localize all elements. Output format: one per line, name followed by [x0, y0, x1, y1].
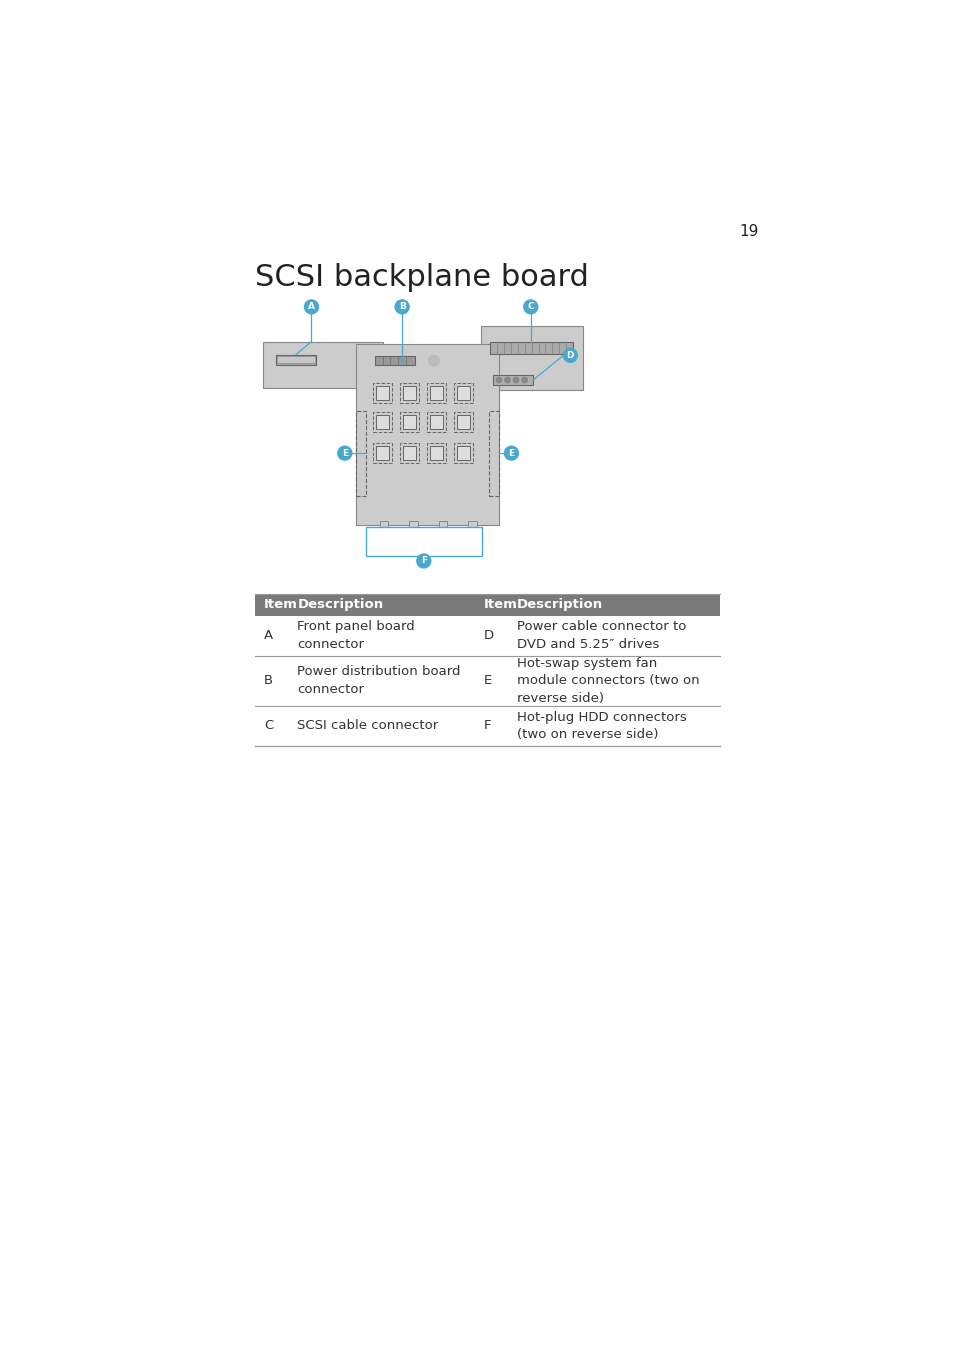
- Text: F: F: [483, 719, 491, 732]
- Bar: [375, 416, 389, 430]
- Circle shape: [337, 446, 352, 461]
- Bar: [480, 326, 582, 390]
- Text: C: C: [264, 719, 274, 732]
- Text: Front panel board
connector: Front panel board connector: [297, 620, 415, 651]
- Bar: [399, 412, 418, 432]
- Text: Hot-swap system fan
module connectors (two on
reverse side): Hot-swap system fan module connectors (t…: [517, 657, 699, 705]
- Bar: [402, 386, 416, 400]
- Circle shape: [513, 377, 518, 382]
- Bar: [409, 521, 417, 527]
- Text: Item: Item: [264, 598, 297, 612]
- Circle shape: [428, 355, 439, 366]
- Bar: [427, 412, 446, 432]
- Text: Power cable connector to
DVD and 5.25″ drives: Power cable connector to DVD and 5.25″ d…: [517, 620, 685, 651]
- Bar: [488, 411, 498, 496]
- Text: B: B: [264, 674, 273, 688]
- Bar: [356, 411, 366, 496]
- Bar: [254, 594, 720, 616]
- Text: SCSI cable connector: SCSI cable connector: [297, 719, 438, 732]
- Text: E: E: [508, 449, 514, 458]
- Bar: [375, 386, 389, 400]
- Bar: [373, 384, 392, 403]
- Text: Item: Item: [483, 598, 517, 612]
- Bar: [489, 342, 573, 354]
- Bar: [254, 655, 720, 705]
- Bar: [456, 446, 470, 461]
- Text: Hot-plug HDD connectors
(two on reverse side): Hot-plug HDD connectors (two on reverse …: [517, 711, 686, 740]
- Text: Description: Description: [517, 598, 602, 612]
- Bar: [375, 446, 389, 461]
- Bar: [379, 521, 388, 527]
- Text: A: A: [308, 303, 314, 311]
- Bar: [402, 416, 416, 430]
- Bar: [254, 705, 720, 746]
- Bar: [427, 443, 446, 463]
- Bar: [275, 354, 315, 365]
- Bar: [427, 384, 446, 403]
- Text: E: E: [341, 449, 348, 458]
- Bar: [399, 443, 418, 463]
- Bar: [438, 521, 447, 527]
- Bar: [373, 412, 392, 432]
- Text: D: D: [483, 630, 493, 642]
- Bar: [454, 384, 473, 403]
- Bar: [468, 521, 476, 527]
- Text: E: E: [483, 674, 491, 688]
- Bar: [365, 527, 481, 555]
- Bar: [430, 386, 443, 400]
- Circle shape: [304, 300, 318, 313]
- Text: Power distribution board
connector: Power distribution board connector: [297, 666, 460, 696]
- Text: Description: Description: [297, 598, 383, 612]
- Text: F: F: [420, 557, 426, 566]
- Bar: [456, 386, 470, 400]
- Circle shape: [562, 349, 577, 362]
- Circle shape: [504, 377, 510, 382]
- Text: 19: 19: [739, 224, 758, 239]
- Text: D: D: [566, 351, 574, 359]
- Bar: [277, 357, 314, 363]
- Bar: [430, 416, 443, 430]
- Bar: [399, 384, 418, 403]
- Bar: [254, 616, 720, 655]
- Circle shape: [395, 300, 409, 313]
- Circle shape: [521, 377, 527, 382]
- Bar: [430, 446, 443, 461]
- Text: B: B: [398, 303, 405, 311]
- Text: C: C: [527, 303, 534, 311]
- Circle shape: [504, 446, 517, 461]
- Bar: [454, 443, 473, 463]
- Text: SCSI backplane board: SCSI backplane board: [254, 263, 588, 292]
- Bar: [262, 342, 382, 388]
- Bar: [356, 345, 498, 524]
- Bar: [456, 416, 470, 430]
- Text: A: A: [264, 630, 273, 642]
- Bar: [373, 443, 392, 463]
- Circle shape: [496, 377, 501, 382]
- Circle shape: [523, 300, 537, 313]
- Circle shape: [416, 554, 431, 567]
- Bar: [493, 376, 533, 385]
- Bar: [402, 446, 416, 461]
- Bar: [454, 412, 473, 432]
- Bar: [375, 357, 415, 365]
